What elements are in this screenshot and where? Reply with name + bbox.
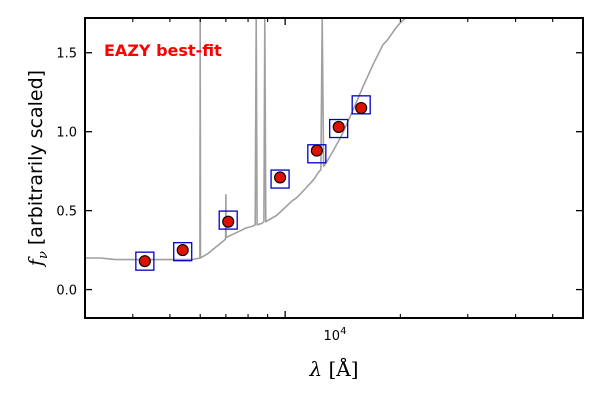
axis-ticks: 0.0 0.5 1.0 1.5 bbox=[56, 18, 583, 318]
observed-flux-point bbox=[176, 244, 189, 257]
model-flux-box bbox=[173, 242, 193, 262]
model-flux-box bbox=[270, 169, 290, 189]
x-tick-label: 104 bbox=[324, 326, 347, 344]
x-axis-unit: [Å] bbox=[328, 356, 358, 381]
y-axis-subscript: ν bbox=[36, 251, 51, 259]
y-axis-text: [arbitrarily scaled] bbox=[25, 70, 47, 251]
observed-flux-point bbox=[138, 255, 151, 268]
annotation-label: EAZY best-fit bbox=[104, 41, 222, 60]
y-tick-label: 1.5 bbox=[56, 47, 77, 62]
model-flux-box bbox=[329, 118, 349, 139]
model-flux-box bbox=[218, 210, 238, 230]
x-tick-exponent: 4 bbox=[340, 326, 346, 337]
observed-flux-point bbox=[310, 144, 323, 157]
observed-flux-point bbox=[355, 101, 368, 115]
x-axis-label: λ [Å] bbox=[308, 356, 358, 381]
y-axis-label: fν [arbitrarily scaled] bbox=[25, 70, 51, 268]
template-spectrum bbox=[85, 18, 406, 261]
x-axis-symbol: λ bbox=[308, 357, 322, 381]
y-tick-label: 0.5 bbox=[56, 205, 77, 220]
y-axis-symbol: f bbox=[25, 256, 47, 268]
plot-frame bbox=[84, 17, 584, 319]
x-tick-base: 10 bbox=[324, 329, 341, 344]
photometry-markers bbox=[135, 95, 371, 271]
observed-flux-point bbox=[332, 120, 345, 133]
y-tick-label: 0.0 bbox=[56, 284, 77, 299]
model-flux-box bbox=[135, 251, 155, 271]
y-tick-label: 1.0 bbox=[56, 126, 77, 141]
observed-flux-point bbox=[274, 171, 287, 184]
template-line bbox=[85, 18, 406, 261]
observed-flux-point bbox=[222, 215, 235, 228]
